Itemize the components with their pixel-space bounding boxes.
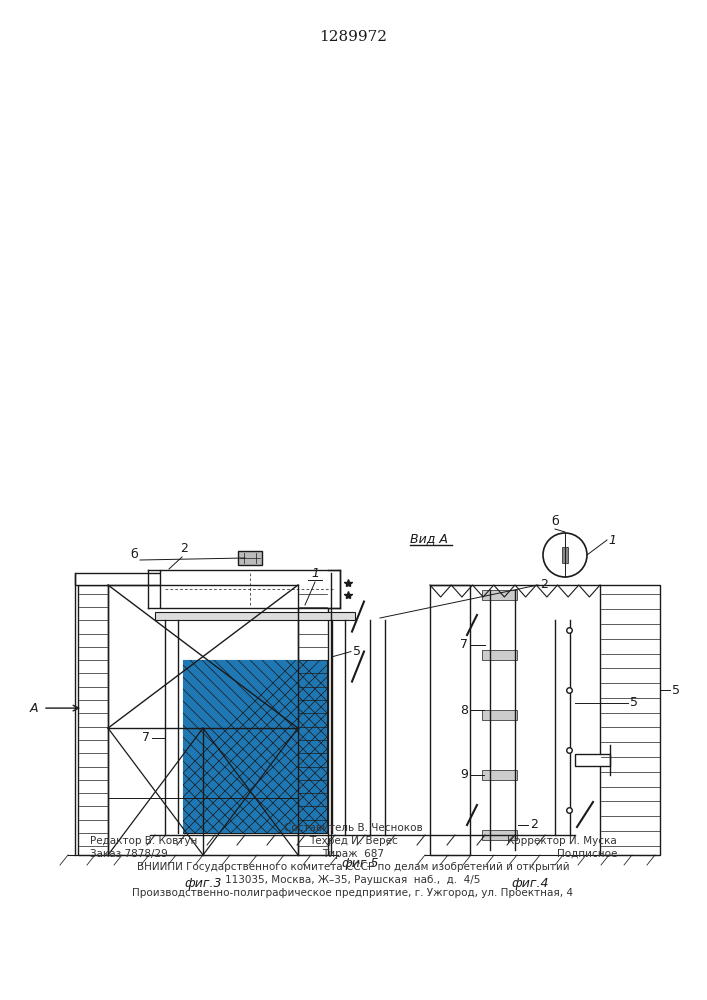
Bar [78, 585, 108, 855]
Text: 2: 2 [540, 578, 548, 591]
Text: Тираж  687: Тираж 687 [322, 849, 384, 859]
Bar [600, 585, 660, 855]
Bar [562, 547, 568, 563]
Text: 1: 1 [608, 534, 616, 546]
Text: 2: 2 [530, 818, 538, 832]
Bar [482, 590, 517, 600]
Bar [575, 754, 610, 766]
Text: фиг.5: фиг.5 [341, 857, 379, 870]
Bar [298, 585, 328, 855]
Text: Производственно-полиграфическое предприятие, г. Ужгород, ул. Проектная, 4: Производственно-полиграфическое предприя… [132, 888, 573, 898]
Bar [75, 573, 331, 585]
Text: Редактор В. Ковтун: Редактор В. Ковтун [90, 836, 197, 846]
Bar [482, 830, 517, 840]
Bar [183, 660, 327, 833]
Text: Подписное: Подписное [556, 849, 617, 859]
Bar [482, 650, 517, 660]
Bar [482, 710, 517, 720]
Text: фиг.3: фиг.3 [185, 877, 222, 890]
Text: 7: 7 [142, 731, 150, 744]
Text: б: б [130, 548, 138, 562]
Text: 5: 5 [353, 645, 361, 658]
Text: Техред И. Верес: Техред И. Верес [309, 836, 397, 846]
Bar [183, 660, 327, 833]
Bar [430, 585, 470, 855]
Text: б: б [551, 515, 559, 528]
Bar [155, 612, 355, 620]
Bar [160, 570, 340, 608]
Circle shape [543, 533, 587, 577]
Text: 1289972: 1289972 [319, 30, 387, 44]
Text: Заказ 7878/29: Заказ 7878/29 [90, 849, 168, 859]
Text: A: A [30, 702, 38, 715]
Bar [238, 551, 262, 565]
Text: 9: 9 [460, 768, 468, 782]
Text: Составитель В. Чесноков: Составитель В. Чесноков [284, 823, 422, 833]
Text: 8: 8 [460, 704, 468, 716]
Text: Корректор И. Муска: Корректор И. Муска [507, 836, 617, 846]
Text: 5: 5 [630, 696, 638, 710]
Bar [183, 660, 327, 833]
Text: 7: 7 [460, 639, 468, 652]
Text: 5: 5 [672, 684, 680, 696]
Text: 113035, Москва, Ж–35, Раушская  наб.,  д.  4/5: 113035, Москва, Ж–35, Раушская наб., д. … [226, 875, 481, 885]
Text: 2: 2 [180, 542, 188, 555]
Text: ВНИИПИ Государственного комитета СССР по делам изобретений и открытий: ВНИИПИ Государственного комитета СССР по… [136, 862, 569, 872]
Text: Вид А: Вид А [410, 532, 448, 545]
Text: 1: 1 [311, 567, 319, 580]
Text: фиг.4: фиг.4 [511, 877, 549, 890]
Bar [482, 770, 517, 780]
